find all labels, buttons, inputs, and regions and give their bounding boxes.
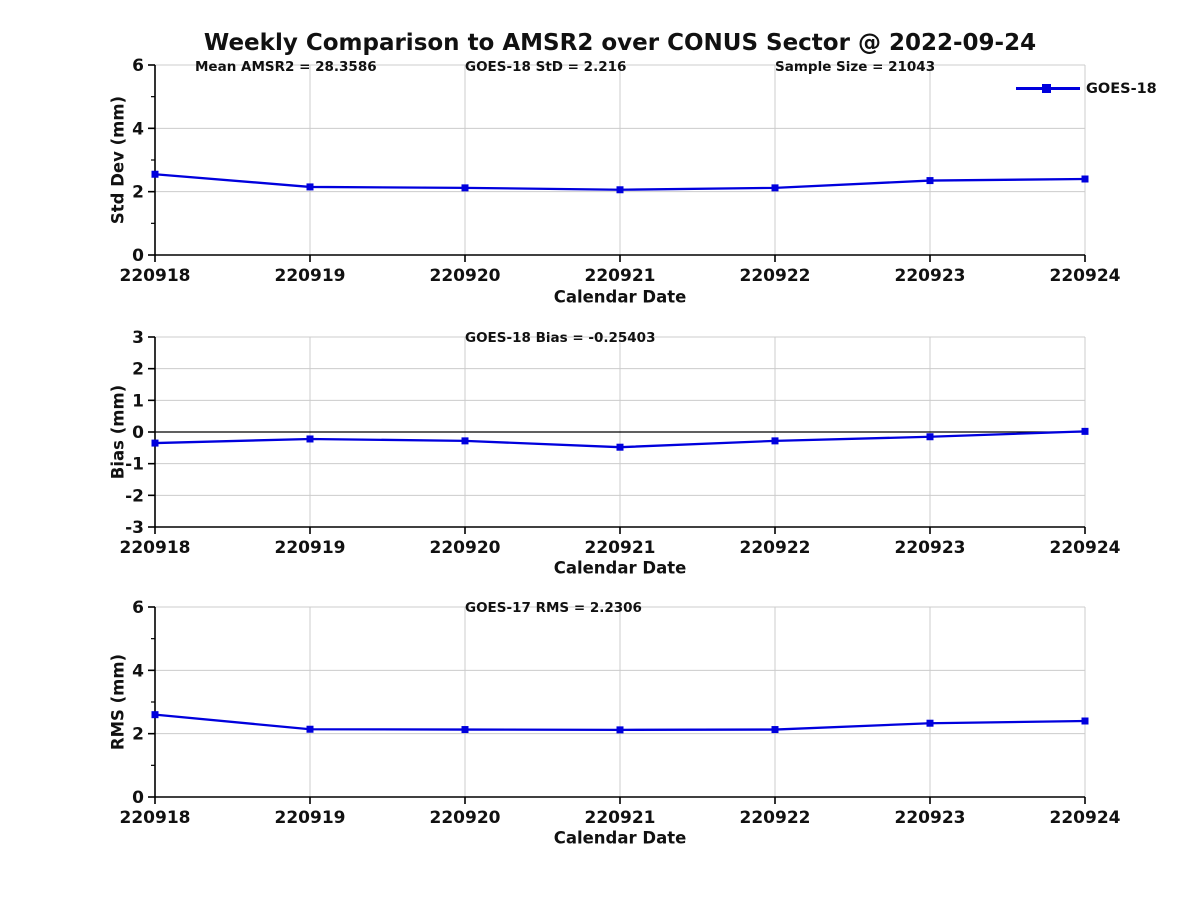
data-point	[616, 443, 624, 451]
x-tick-label: 220918	[120, 266, 191, 286]
x-tick-label: 220924	[1050, 808, 1121, 828]
y-tick-label: 2	[132, 360, 144, 380]
data-point	[926, 177, 934, 185]
data-point	[771, 437, 779, 445]
data-point	[306, 183, 314, 191]
x-tick-label: 220923	[895, 808, 966, 828]
y-tick-label: 6	[132, 598, 144, 618]
data-point	[926, 719, 934, 727]
annotation-mean-amsr2: Mean AMSR2 = 28.3586	[195, 59, 377, 75]
legend-marker	[1042, 84, 1051, 93]
y-tick-label: 0	[132, 788, 144, 808]
x-tick-label: 220923	[895, 266, 966, 286]
x-tick-label: 220921	[585, 808, 656, 828]
x-tick-label: 220924	[1050, 266, 1121, 286]
chart-bias: -3 -2 -1 0 1 2 3 220918 220919 220920 220921 220922…	[120, 328, 1121, 558]
figure-title: Weekly Comparison to AMSR2 over CONUS Se…	[203, 30, 1037, 56]
x-tick-label: 220922	[740, 538, 811, 558]
y-tick-label: -1	[125, 455, 144, 475]
x-tick-label: 220918	[120, 808, 191, 828]
y-tick-label: -3	[125, 518, 144, 538]
data-point	[1081, 717, 1089, 725]
chart-std-dev: 0 2 4 6 220918 220919 220920 220921 220922 220923…	[120, 56, 1121, 286]
y-tick-label: -2	[125, 486, 144, 506]
data-point	[151, 439, 159, 447]
data-point	[306, 725, 314, 733]
x-tick-label: 220920	[430, 538, 501, 558]
data-point	[1081, 175, 1089, 183]
data-point	[151, 711, 159, 719]
y-tick-label: 6	[132, 56, 144, 76]
y-tick-label: 4	[132, 661, 144, 681]
x-axis-label-3: Calendar Date	[553, 828, 687, 848]
data-point	[616, 726, 624, 734]
y-tick-label: 2	[132, 183, 144, 203]
x-tick-label: 220922	[740, 808, 811, 828]
data-point	[616, 186, 624, 194]
x-tick-label: 220923	[895, 538, 966, 558]
annotation-goes18-bias: GOES-18 Bias = -0.25403	[465, 330, 656, 346]
y-axis-label-bias: Bias (mm)	[108, 384, 128, 480]
x-tick-label: 220919	[275, 266, 346, 286]
annotation-goes17-rms: GOES-17 RMS = 2.2306	[465, 600, 642, 616]
chart-rms: 0 2 4 6 220918 220919 220920 220921 220922 220923…	[120, 598, 1121, 828]
x-tick-label: 220920	[430, 808, 501, 828]
y-axis-label-rms: RMS (mm)	[108, 653, 128, 751]
x-tick-label: 220918	[120, 538, 191, 558]
x-tick-label: 220921	[585, 538, 656, 558]
x-tick-label: 220921	[585, 266, 656, 286]
annotation-goes18-std: GOES-18 StD = 2.216	[465, 59, 627, 75]
data-point	[306, 435, 314, 443]
legend-label: GOES-18	[1086, 81, 1157, 97]
x-tick-label: 220919	[275, 538, 346, 558]
x-tick-label: 220924	[1050, 538, 1121, 558]
annotation-sample-size: Sample Size = 21043	[775, 59, 936, 75]
y-tick-label: 0	[132, 423, 144, 443]
data-point	[461, 184, 469, 192]
y-tick-label: 4	[132, 119, 144, 139]
x-tick-label: 220919	[275, 808, 346, 828]
x-tick-label: 220922	[740, 266, 811, 286]
data-point	[151, 170, 159, 178]
x-tick-label: 220920	[430, 266, 501, 286]
x-axis-label-1: Calendar Date	[553, 287, 687, 307]
y-tick-label: 0	[132, 246, 144, 266]
data-point	[771, 184, 779, 192]
data-point	[771, 726, 779, 734]
y-tick-label: 3	[132, 328, 144, 348]
data-point	[1081, 427, 1089, 435]
y-tick-label: 2	[132, 725, 144, 745]
data-point	[461, 437, 469, 445]
data-point	[926, 433, 934, 441]
x-axis-label-2: Calendar Date	[553, 558, 687, 578]
y-axis-label-std-dev: Std Dev (mm)	[108, 95, 128, 225]
data-point	[461, 726, 469, 734]
y-tick-label: 1	[132, 391, 144, 411]
